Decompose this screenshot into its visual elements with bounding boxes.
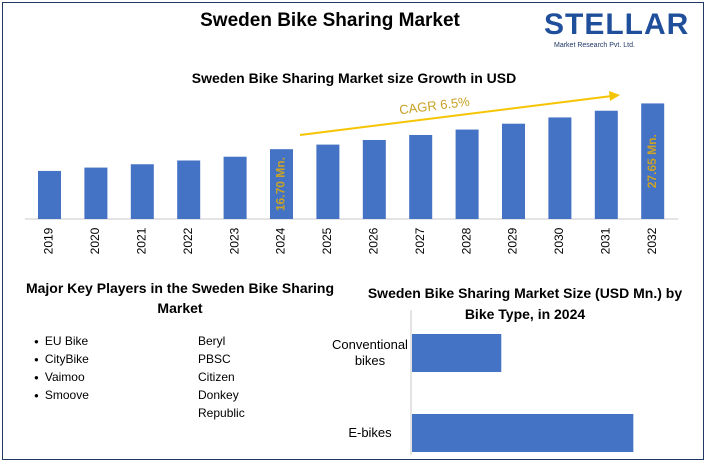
key-player-item: Beryl	[198, 334, 226, 348]
x-tick-label: 2031	[598, 227, 612, 254]
x-tick-label: 2022	[181, 227, 195, 254]
bar-2026	[362, 139, 386, 219]
x-tick-label: 2027	[413, 227, 427, 254]
logo-tagline: Market Research Pvt. Ltd.	[554, 42, 635, 49]
logo-wordmark: STELLAR	[544, 8, 690, 41]
key-player-item: Citizen	[198, 370, 235, 384]
data-label: 16.70 Mn.	[274, 157, 288, 211]
key-players-title: Major Key Players in the Sweden Bike Sha…	[25, 280, 335, 316]
y-tick-label: E-bikes	[348, 425, 392, 440]
y-tick-label: Conventional bikes	[332, 337, 408, 368]
key-player-item: Vaimoo	[34, 368, 89, 386]
bar-e-bikes	[412, 414, 634, 452]
bar-2032	[641, 103, 665, 219]
infographic-frame	[2, 2, 704, 460]
data-label: 27.65 Mn.	[645, 134, 659, 188]
x-tick-label: 2019	[42, 227, 56, 254]
x-tick-label: 2023	[227, 227, 241, 254]
bar-2030	[548, 117, 572, 219]
bar-2022	[177, 160, 201, 219]
key-player-item: Donkey	[198, 388, 239, 402]
key-player-item: CityBike	[34, 350, 89, 368]
bar-2021	[130, 164, 154, 219]
key-player-item: PBSC	[198, 352, 231, 366]
cagr-annotation: CAGR 6.5%	[398, 94, 471, 118]
x-tick-label: 2026	[366, 227, 380, 254]
cagr-arrow-line	[299, 94, 615, 136]
bar-2029	[502, 123, 525, 219]
bar-2025	[316, 144, 340, 219]
bike-type-chart-title: Sweden Bike Sharing Market Size (USD Mn.…	[367, 285, 683, 322]
cagr-arrow-head	[609, 91, 620, 101]
key-players-list-right: Beryl PBSC Citizen Donkey Republic	[198, 332, 245, 422]
page-title: Sweden Bike Sharing Market	[200, 10, 460, 31]
x-tick-label: 2032	[645, 227, 659, 254]
x-tick-label: 2029	[506, 227, 520, 254]
bar-2023	[223, 156, 247, 219]
bar-2020	[84, 167, 108, 219]
x-tick-label: 2021	[134, 227, 148, 254]
x-tick-label: 2028	[459, 227, 473, 254]
x-tick-label: 2030	[552, 227, 566, 254]
key-players-list-left: EU Bike CityBike Vaimoo Smoove	[34, 332, 89, 404]
x-tick-label: 2024	[274, 227, 288, 254]
bar-conventional-bikes	[412, 334, 502, 372]
bar-2019	[38, 170, 61, 219]
growth-bar-chart: 2019 2020 2021 2022 2023 2024 2025 2026 2027 2028…	[25, 91, 679, 254]
x-tick-label: 2020	[88, 227, 102, 254]
key-player-item: EU Bike	[34, 332, 89, 350]
growth-chart-title: Sweden Bike Sharing Market size Growth i…	[191, 70, 517, 86]
bike-type-bar-chart: Conventional bikes E-bikes	[332, 310, 634, 455]
bar-2024	[270, 149, 293, 219]
x-tick-label: 2025	[320, 227, 334, 254]
key-player-item: Smoove	[34, 386, 89, 404]
bar-2031	[594, 110, 618, 219]
bar-2027	[409, 134, 433, 219]
stellar-logo: STELLAR Market Research Pvt. Ltd.	[540, 6, 690, 56]
key-player-item: Republic	[198, 406, 245, 420]
bar-2028	[455, 129, 479, 219]
